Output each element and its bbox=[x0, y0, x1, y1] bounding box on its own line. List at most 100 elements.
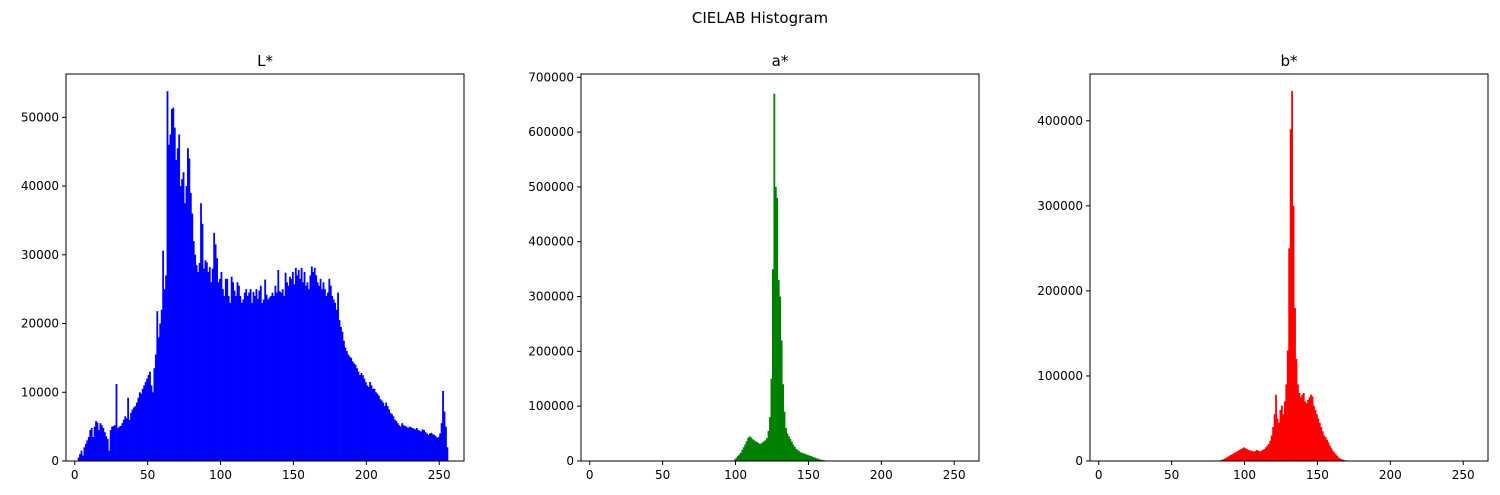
l-star-bar bbox=[172, 107, 175, 462]
a-star-bar bbox=[753, 440, 755, 461]
b-star-bar bbox=[1247, 449, 1250, 461]
b-star-bar bbox=[1314, 409, 1317, 461]
b-star-bar bbox=[1245, 449, 1248, 461]
a-star-axes-frame bbox=[580, 73, 980, 462]
l-star-bar bbox=[80, 450, 83, 461]
l-star-bar bbox=[261, 302, 264, 461]
l-star-bar bbox=[255, 289, 258, 461]
l-star-bar bbox=[217, 282, 220, 461]
l-star-bar bbox=[389, 412, 392, 461]
l-star-bar bbox=[278, 291, 281, 461]
l-star-bar bbox=[315, 275, 318, 461]
l-star-bar bbox=[243, 292, 246, 461]
b-star-bar bbox=[1262, 449, 1264, 461]
b-star-y-tick-label: 400000 bbox=[1037, 114, 1083, 128]
b-star-bar bbox=[1298, 392, 1301, 461]
l-star-bar bbox=[246, 296, 249, 461]
l-star-bar bbox=[388, 409, 390, 461]
l-star-bar bbox=[348, 356, 351, 461]
l-star-bar bbox=[258, 290, 261, 461]
l-star-bar bbox=[163, 289, 166, 461]
b-star-bar bbox=[1272, 426, 1275, 461]
l-star-bar bbox=[396, 423, 399, 461]
b-star-bar bbox=[1308, 397, 1311, 461]
b-star-bar bbox=[1267, 443, 1270, 461]
l-star-bars bbox=[77, 91, 449, 462]
l-star-bar bbox=[83, 447, 86, 461]
l-star-bar bbox=[221, 289, 224, 461]
b-star-bar bbox=[1229, 455, 1232, 461]
l-star-bar bbox=[90, 428, 93, 461]
b-star-bar bbox=[1292, 205, 1295, 461]
b-star-bar bbox=[1305, 403, 1308, 461]
l-star-bar bbox=[192, 241, 195, 461]
a-star-bar bbox=[785, 428, 787, 461]
l-star-bar bbox=[96, 422, 99, 461]
b-star-bar bbox=[1232, 453, 1235, 461]
l-star-bar bbox=[127, 397, 130, 461]
l-star-bar bbox=[230, 276, 233, 461]
l-star-bar bbox=[351, 361, 354, 461]
l-star-bar bbox=[191, 213, 194, 461]
b-star-bar bbox=[1280, 405, 1283, 461]
l-star-bar bbox=[299, 278, 302, 461]
l-star-bar bbox=[165, 275, 167, 461]
b-star-x-tick-label: 150 bbox=[1306, 468, 1329, 482]
b-star-y-tick-label: 100000 bbox=[1037, 369, 1083, 383]
a-star-bar bbox=[818, 459, 821, 461]
a-star-bar bbox=[799, 452, 802, 461]
l-star-bar bbox=[119, 425, 122, 461]
a-star-bar bbox=[789, 439, 792, 461]
l-star-histogram-panel: L* 0 50 100 150 200 250 0 10000 20000 30000 40000 50… bbox=[21, 52, 465, 482]
a-star-bar bbox=[811, 456, 814, 461]
l-star-bar bbox=[360, 373, 363, 461]
l-star-bar bbox=[329, 285, 332, 461]
l-star-bar bbox=[376, 393, 379, 461]
b-star-bar bbox=[1327, 442, 1330, 461]
b-star-bar bbox=[1231, 454, 1234, 461]
a-star-bar bbox=[814, 457, 817, 461]
l-star-bar bbox=[394, 419, 396, 461]
l-star-bar bbox=[386, 406, 389, 461]
a-star-y-tick-label: 200000 bbox=[528, 344, 574, 358]
b-star-bar bbox=[1269, 440, 1272, 461]
b-star-bar bbox=[1264, 447, 1267, 461]
a-star-bar bbox=[741, 450, 744, 461]
l-star-bar bbox=[331, 296, 334, 461]
a-star-bar bbox=[766, 437, 768, 461]
b-star-bar bbox=[1295, 358, 1298, 461]
b-star-bar bbox=[1321, 431, 1324, 461]
a-star-bar bbox=[780, 340, 783, 461]
b-star-bar bbox=[1333, 452, 1336, 461]
l-star-bar bbox=[95, 421, 97, 461]
l-star-bar bbox=[321, 289, 323, 461]
b-star-bar bbox=[1248, 450, 1251, 461]
l-star-bar bbox=[398, 425, 401, 461]
l-star-bar bbox=[227, 296, 230, 461]
b-star-bar bbox=[1320, 426, 1323, 461]
a-star-bar bbox=[738, 454, 741, 461]
a-star-x-tick-label: 0 bbox=[586, 468, 594, 482]
l-star-x-tick-label: 0 bbox=[71, 468, 79, 482]
l-star-bar bbox=[284, 272, 287, 461]
b-star-bar bbox=[1279, 409, 1282, 461]
l-star-bar bbox=[380, 400, 383, 461]
l-star-bar bbox=[168, 144, 170, 462]
l-star-bar bbox=[235, 296, 237, 461]
l-star-bar bbox=[251, 302, 253, 461]
a-star-x-tick-label: 50 bbox=[655, 468, 670, 482]
l-star-bar bbox=[214, 244, 217, 461]
a-star-bar bbox=[771, 269, 774, 461]
l-star-bar bbox=[149, 371, 151, 461]
l-star-bar bbox=[300, 267, 303, 461]
a-star-bar bbox=[777, 280, 780, 461]
l-star-bar bbox=[357, 371, 360, 461]
a-star-bar bbox=[750, 437, 752, 461]
a-star-y-tick-label: 300000 bbox=[528, 290, 574, 304]
b-star-bar bbox=[1323, 435, 1326, 461]
b-star-axes-frame bbox=[1089, 73, 1489, 462]
l-star-bar bbox=[395, 421, 398, 461]
l-star-bar bbox=[274, 285, 277, 461]
a-star-bar bbox=[754, 441, 757, 461]
l-star-bar bbox=[175, 159, 178, 462]
